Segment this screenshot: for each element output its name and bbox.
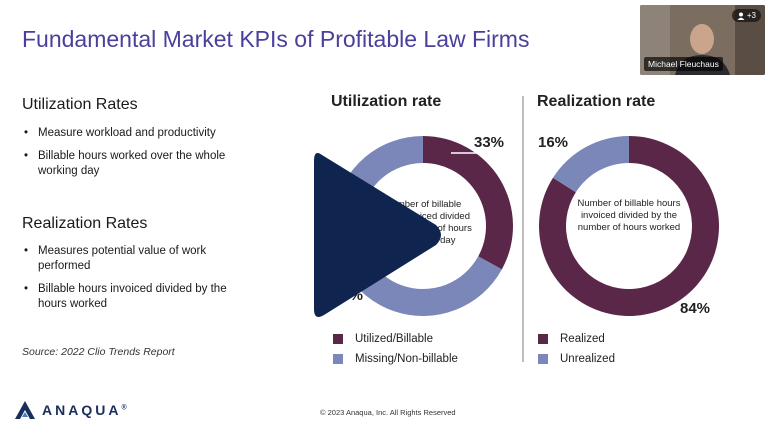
- realization-donut: [539, 136, 719, 316]
- utilization-pct-label: 33%: [474, 134, 505, 151]
- bullet-item: Measures potential value of work perform…: [22, 244, 252, 274]
- utilization-legend: Utilized/Billable Missing/Non-billable: [333, 330, 458, 370]
- donut-slice-realized: [539, 136, 719, 316]
- bullet-item: Billable hours invoiced divided by the h…: [22, 282, 252, 312]
- logo-text: ANAQUA®: [42, 402, 127, 418]
- participants-count: +3: [746, 11, 756, 20]
- legend-item: Missing/Non-billable: [333, 350, 458, 368]
- participants-badge[interactable]: +3: [731, 9, 761, 22]
- chart-divider: [522, 96, 524, 362]
- bullet-item: Measure workload and productivity: [22, 126, 252, 141]
- source-note: Source: 2022 Clio Trends Report: [22, 346, 175, 358]
- chart-title-realization: Realization rate: [537, 93, 656, 110]
- legend-swatch: [538, 354, 548, 364]
- legend-swatch: [333, 354, 343, 364]
- realization-heading: Realization Rates: [22, 215, 148, 232]
- realized-pct-label: 84%: [680, 300, 711, 317]
- logo-wordmark: ANAQUA: [42, 402, 122, 418]
- person-icon: [737, 12, 745, 20]
- play-icon: [314, 153, 441, 317]
- legend-label: Missing/Non-billable: [355, 353, 458, 365]
- unrealized-pct-label: 16%: [538, 134, 569, 151]
- legend-label: Unrealized: [560, 353, 615, 365]
- utilization-heading: Utilization Rates: [22, 96, 138, 113]
- realization-legend: Realized Unrealized: [538, 330, 615, 370]
- legend-item: Realized: [538, 330, 615, 348]
- legend-item: Utilized/Billable: [333, 330, 458, 348]
- donut-slice-unrealized: [553, 136, 629, 193]
- utilization-bullets: Measure workload and productivity Billab…: [22, 126, 252, 187]
- chart-title-utilization: Utilization rate: [331, 93, 442, 110]
- anaqua-logo-icon: [15, 401, 35, 419]
- legend-item: Unrealized: [538, 350, 615, 368]
- play-button[interactable]: [300, 145, 450, 325]
- donut-slice-utilized-billable: [423, 136, 513, 270]
- legend-label: Utilized/Billable: [355, 333, 433, 345]
- participant-name: Michael Fleuchaus: [644, 57, 723, 71]
- legend-swatch: [333, 334, 343, 344]
- anaqua-logo: ANAQUA®: [14, 400, 127, 420]
- legend-swatch: [538, 334, 548, 344]
- legend-label: Realized: [560, 333, 605, 345]
- webcam-thumbnail[interactable]: +3 Michael Fleuchaus: [640, 5, 765, 75]
- realization-bullets: Measures potential value of work perform…: [22, 244, 252, 320]
- slide-title: Fundamental Market KPIs of Profitable La…: [22, 26, 530, 52]
- copyright-footer: © 2023 Anaqua, Inc. All Rights Reserved: [320, 408, 456, 417]
- utilization-leader-line: [451, 152, 513, 154]
- bullet-item: Billable hours worked over the whole wor…: [22, 149, 252, 179]
- realization-center-label: Number of billable hours invoiced divide…: [577, 198, 681, 233]
